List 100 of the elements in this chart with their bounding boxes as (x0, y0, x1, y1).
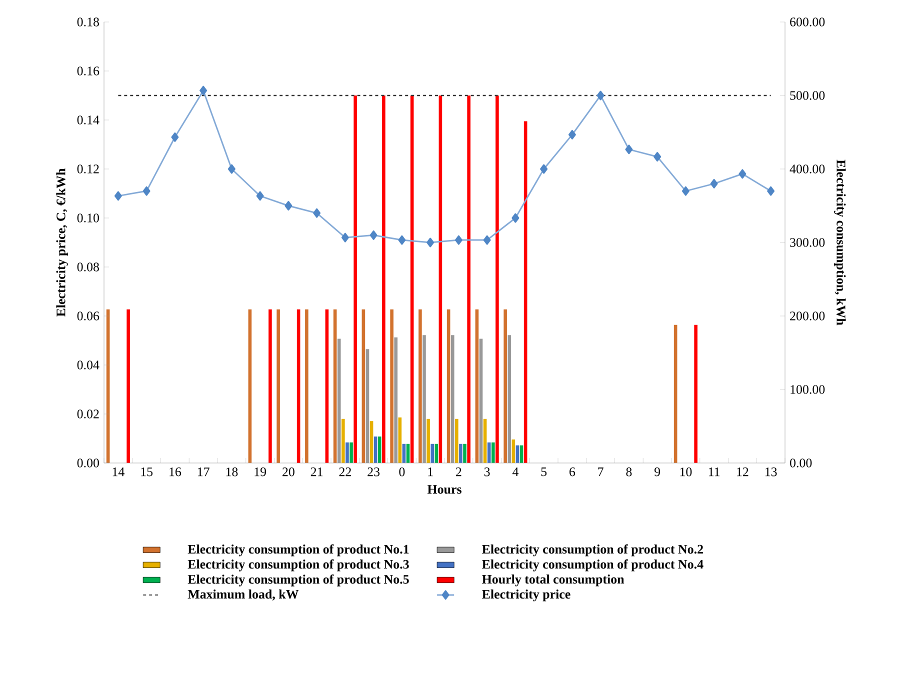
bar (524, 121, 528, 463)
point (767, 186, 775, 196)
y-tick-label: 0.16 (77, 66, 100, 76)
bar (438, 95, 442, 463)
legend-label: Electricity consumption of product No.2 (482, 544, 703, 556)
y2-tick-label: 300.00 (790, 238, 825, 247)
y-tick-label: 0.06 (77, 312, 100, 320)
point (398, 235, 406, 245)
bar (350, 442, 353, 463)
point (596, 90, 604, 100)
x-tick-label: 1 (428, 468, 433, 476)
bar (296, 309, 300, 463)
x-tick-label: 2 (456, 468, 462, 476)
point (341, 232, 349, 242)
point (710, 178, 718, 188)
bar (126, 309, 130, 463)
bar (325, 309, 329, 463)
point (568, 130, 576, 140)
y2-tick-label: 200.00 (790, 312, 825, 320)
bar (475, 309, 479, 463)
x-tick-label: 9 (654, 468, 660, 476)
bar (342, 418, 345, 463)
x-tick-label: 22 (339, 468, 351, 476)
bar (496, 95, 499, 463)
y2-tick-label: 500.00 (790, 91, 825, 100)
bar (362, 309, 366, 463)
bar (346, 442, 349, 463)
point (738, 169, 746, 179)
x-tick-label: 18 (226, 468, 238, 476)
point (682, 186, 690, 196)
bar (504, 309, 507, 463)
y-tick-label: 0.14 (77, 116, 100, 124)
x-tick-label: 3 (484, 468, 490, 476)
point (313, 208, 321, 218)
point (654, 152, 662, 162)
y-tick-label: 0.12 (77, 164, 99, 174)
x-tick-label: 20 (282, 468, 294, 476)
x-tick-label: 19 (254, 468, 266, 476)
point (426, 238, 434, 248)
bar (674, 324, 678, 463)
y-tick-label: 0.08 (77, 262, 99, 272)
x-tick-label: 6 (570, 468, 576, 476)
bar (354, 95, 357, 463)
x-tick-label: 10 (680, 468, 692, 476)
legend-label: Maximum load, kW (188, 590, 299, 600)
bar (426, 418, 430, 463)
legend-label: Electricity consumption of product No.3 (188, 559, 409, 572)
x-tick-label: 5 (541, 468, 547, 476)
x-tick-label: 0 (399, 468, 405, 476)
bar (248, 309, 252, 463)
y-tick-label: 0.04 (77, 360, 100, 370)
y2-tick-label: 100.00 (790, 385, 825, 394)
x-tick-label: 7 (598, 468, 604, 476)
point (228, 164, 236, 174)
x-tick-label: 15 (141, 468, 153, 476)
bar (694, 324, 698, 463)
point (142, 186, 150, 196)
bar (370, 421, 374, 463)
x-tick-label: 8 (626, 468, 632, 476)
bar (491, 442, 495, 463)
legend-label: Electricity price (482, 590, 570, 602)
bar (463, 444, 466, 463)
bar (446, 309, 450, 463)
bar (430, 444, 434, 463)
bar (382, 95, 386, 463)
point (284, 200, 292, 210)
y-tick-label: 0.00 (77, 458, 99, 468)
bar (268, 309, 272, 463)
bar (390, 309, 394, 463)
point (256, 191, 264, 201)
bar (418, 309, 422, 463)
y2-tick-label: 0.00 (790, 458, 812, 468)
point (114, 191, 122, 201)
x-tick-label: 12 (737, 468, 748, 476)
y2-axis-title: Electricity consumption, kWh (834, 160, 846, 326)
bar (333, 309, 337, 463)
bar (459, 444, 462, 463)
bar (455, 418, 458, 463)
y-tick-label: 0.18 (77, 18, 99, 26)
y-tick-label: 0.02 (77, 410, 99, 418)
y2-tick-label: 400.00 (790, 164, 825, 174)
legend-label: Electricity consumption of product No.4 (482, 559, 704, 572)
point (370, 230, 378, 240)
bar (378, 436, 382, 463)
point (171, 132, 179, 142)
bar (410, 95, 414, 463)
bar (398, 417, 402, 463)
legend-label: Hourly total consumption (482, 574, 624, 586)
x-tick-label: 4 (512, 468, 518, 476)
point (200, 86, 208, 96)
y-axis-title: Electricity price, C, €/kWh (56, 168, 68, 317)
x-tick-label: 14 (112, 468, 124, 476)
point (483, 235, 491, 245)
point (512, 213, 520, 223)
x-tick-label: 17 (198, 468, 210, 476)
bar (305, 309, 308, 463)
bar (483, 418, 487, 463)
y-tick-label: 0.10 (77, 214, 99, 222)
bar (434, 444, 438, 463)
x-tick-label: 13 (765, 468, 777, 476)
